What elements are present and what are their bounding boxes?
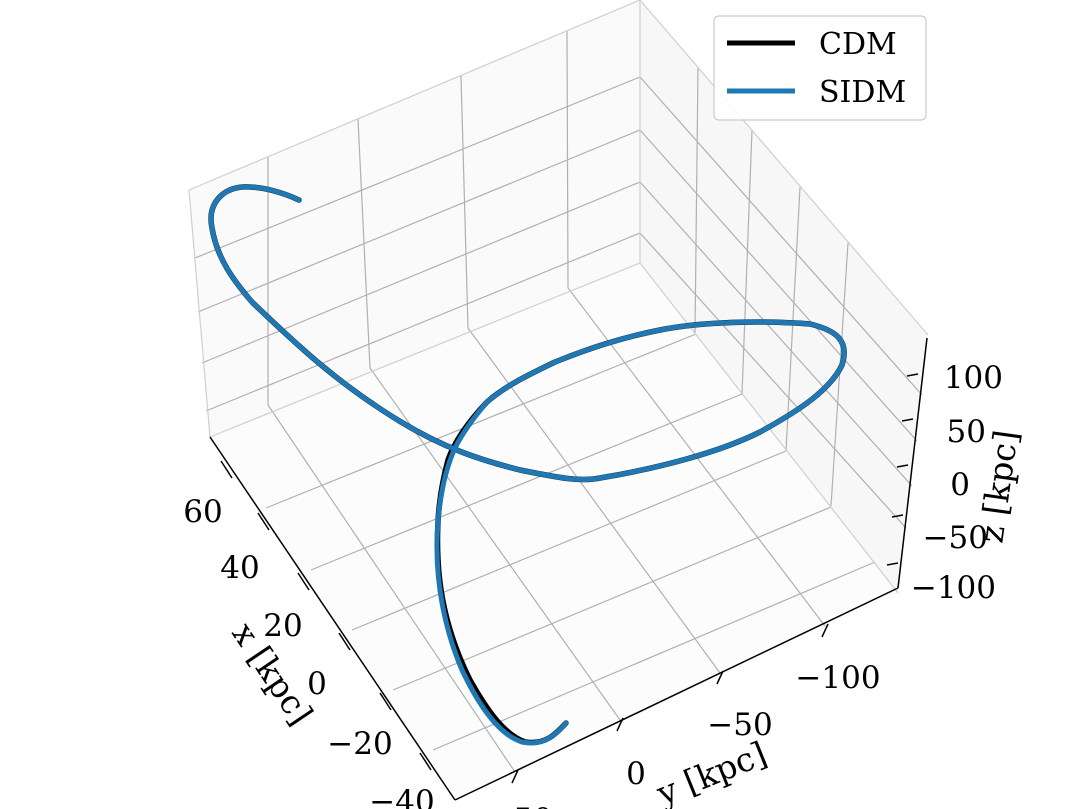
x-tick-label: −40 (369, 784, 434, 809)
grid-line (432, 561, 876, 751)
back-right-pane (640, 0, 928, 593)
y-tick (821, 623, 829, 638)
grid-line (205, 232, 641, 412)
grid-line (197, 129, 641, 313)
pane-edge (188, 189, 211, 438)
grid-line (785, 186, 801, 452)
x-tick (338, 632, 351, 651)
x-tick-label: −20 (327, 726, 392, 762)
x-tick-labels: 60 40 20 0 −20 −40 (183, 494, 434, 809)
y-tick-label: 50 (513, 802, 552, 809)
grid-line (639, 129, 918, 442)
orbit-series (208, 184, 847, 746)
z-tick-label: 100 (944, 360, 1003, 396)
legend-label-cdm: CDM (819, 27, 897, 62)
grid-line (201, 181, 641, 364)
y-tick (511, 769, 519, 784)
grid-line (639, 232, 907, 529)
y-tick-label: 0 (626, 756, 646, 792)
z-tick (906, 373, 919, 377)
legend: CDM SIDM (713, 15, 927, 121)
floor-pane (210, 263, 898, 800)
z-tick (886, 562, 899, 566)
y-axis-title: y [kpc] (650, 734, 772, 809)
x-tick-label: 0 (307, 666, 327, 702)
grid-lines (194, 30, 923, 773)
z-tick-label: −100 (911, 570, 996, 606)
pane-edge (188, 0, 641, 191)
grid-line (194, 76, 641, 259)
z-tick (901, 418, 914, 422)
z-tick-label: 0 (950, 467, 970, 503)
y-axis-line (454, 587, 899, 801)
x-tick (220, 460, 233, 479)
x-tick-label: 60 (183, 494, 222, 530)
grid-line (351, 450, 787, 631)
x-tick (419, 752, 432, 771)
axis-lines (209, 337, 928, 801)
legend-label-sidm: SIDM (819, 75, 906, 110)
z-tick-labels: 100 50 0 −50 −100 (911, 360, 1003, 606)
y-tick-labels: −100 −50 0 50 (513, 660, 880, 809)
z-tick-label: 50 (947, 414, 986, 450)
x-tick (297, 572, 310, 591)
back-panes (189, 0, 928, 800)
y-tick (716, 670, 724, 685)
grid-line (639, 76, 923, 396)
grid-line (267, 404, 516, 773)
x-axis-line (209, 436, 456, 801)
z-tick (891, 514, 904, 518)
x-tick (257, 512, 270, 531)
x-tick-label: 20 (263, 608, 302, 644)
pane-edge (209, 262, 641, 438)
z-axis-line (897, 337, 928, 589)
grid-line (694, 67, 699, 334)
sidm-orbit-line (208, 184, 847, 746)
back-left-pane (189, 0, 640, 437)
z-tick-label: −50 (923, 520, 988, 556)
z-tick (896, 464, 909, 468)
axis-ticks (220, 373, 919, 784)
grid-line (741, 129, 753, 395)
pane-edge (639, 0, 929, 336)
y-tick (616, 717, 624, 732)
y-tick-label: −50 (707, 707, 772, 743)
grid-line (639, 181, 913, 487)
x-tick (379, 692, 392, 711)
x-tick-label: 40 (220, 550, 259, 586)
y-tick-label: −100 (795, 660, 880, 696)
